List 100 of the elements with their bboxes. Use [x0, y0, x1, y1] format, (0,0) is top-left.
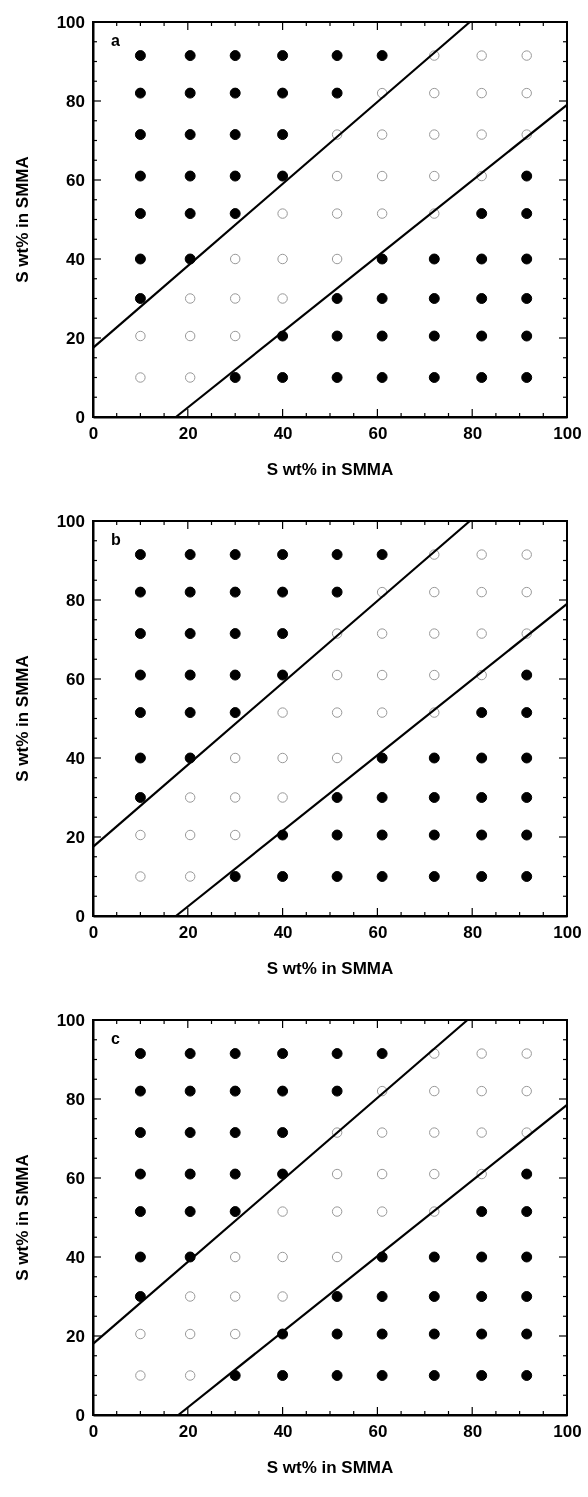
point [184, 549, 196, 561]
point [229, 208, 241, 220]
y-tick-label: 0 [75, 407, 85, 427]
point [376, 792, 388, 803]
point [521, 330, 533, 342]
point [184, 871, 196, 882]
point [184, 208, 196, 220]
point [376, 1048, 388, 1060]
point [277, 1085, 289, 1097]
point [229, 129, 241, 141]
point [428, 1370, 440, 1381]
point [184, 293, 196, 304]
y-axis-title: S wt% in SMMA [13, 156, 32, 283]
point [376, 1370, 388, 1381]
x-tick-label: 20 [178, 923, 198, 943]
point [277, 293, 288, 304]
point [229, 1127, 241, 1139]
point [184, 1206, 196, 1218]
y-tick-label: 0 [75, 906, 85, 926]
point [134, 669, 146, 681]
point [331, 253, 343, 265]
point [521, 1251, 533, 1263]
point [521, 293, 533, 304]
point [184, 586, 196, 598]
point [134, 792, 146, 803]
point [429, 170, 440, 182]
point [331, 170, 343, 182]
point [277, 372, 289, 383]
point [277, 1251, 288, 1263]
x-tick-label: 60 [368, 424, 388, 444]
point [184, 1048, 196, 1060]
y-axis-title: S wt% in SMMA [13, 1154, 32, 1281]
point [376, 549, 388, 561]
point [229, 1291, 241, 1302]
point [229, 669, 241, 681]
point [476, 628, 487, 639]
point [428, 293, 440, 304]
x-tick-label: 0 [88, 424, 99, 444]
point [476, 829, 488, 841]
point [229, 628, 241, 640]
point [331, 1206, 343, 1217]
point [476, 372, 488, 383]
point [134, 549, 146, 561]
point [376, 707, 388, 718]
point [135, 372, 146, 383]
point [331, 707, 343, 718]
point [476, 129, 487, 140]
point [331, 1168, 343, 1180]
point [135, 1328, 146, 1340]
point [428, 871, 440, 882]
point [331, 330, 343, 342]
point [184, 170, 196, 182]
point [184, 829, 196, 841]
point [429, 669, 440, 681]
point [229, 1085, 241, 1097]
point [521, 1168, 533, 1180]
point [277, 1048, 289, 1060]
point [429, 87, 440, 99]
point [331, 871, 343, 882]
point [476, 586, 487, 598]
point [429, 586, 440, 598]
point [134, 293, 146, 304]
y-tick-label: 80 [66, 1089, 85, 1109]
point [277, 170, 289, 182]
x-tick-label: 60 [368, 923, 388, 943]
point [476, 1370, 488, 1381]
point [376, 1168, 388, 1180]
point [184, 1328, 196, 1340]
point [331, 1291, 343, 1302]
x-tick-label: 20 [178, 424, 198, 444]
point [229, 170, 241, 182]
point [428, 792, 440, 803]
point [277, 871, 289, 882]
point [134, 87, 146, 99]
point [277, 628, 289, 640]
y-tick-label: 20 [66, 328, 85, 348]
point [376, 330, 388, 342]
x-tick-label: 80 [463, 923, 483, 943]
x-tick-label: 40 [273, 923, 293, 943]
point [331, 586, 343, 598]
point [428, 1251, 440, 1263]
point [429, 129, 440, 140]
point [521, 87, 532, 99]
point [229, 871, 241, 882]
point [134, 1168, 146, 1180]
point [521, 1085, 532, 1097]
point [134, 752, 146, 764]
point [134, 253, 146, 265]
point [229, 752, 241, 764]
x-axis-title: S wt% in SMMA [266, 1458, 394, 1477]
y-tick-label: 100 [56, 1010, 85, 1030]
point [376, 669, 388, 681]
point [428, 752, 440, 764]
point [134, 129, 146, 141]
point [184, 1370, 196, 1381]
y-tick-label: 60 [66, 1168, 85, 1188]
point [134, 1291, 146, 1302]
point [376, 372, 388, 383]
point [331, 1048, 343, 1060]
point [135, 871, 146, 882]
